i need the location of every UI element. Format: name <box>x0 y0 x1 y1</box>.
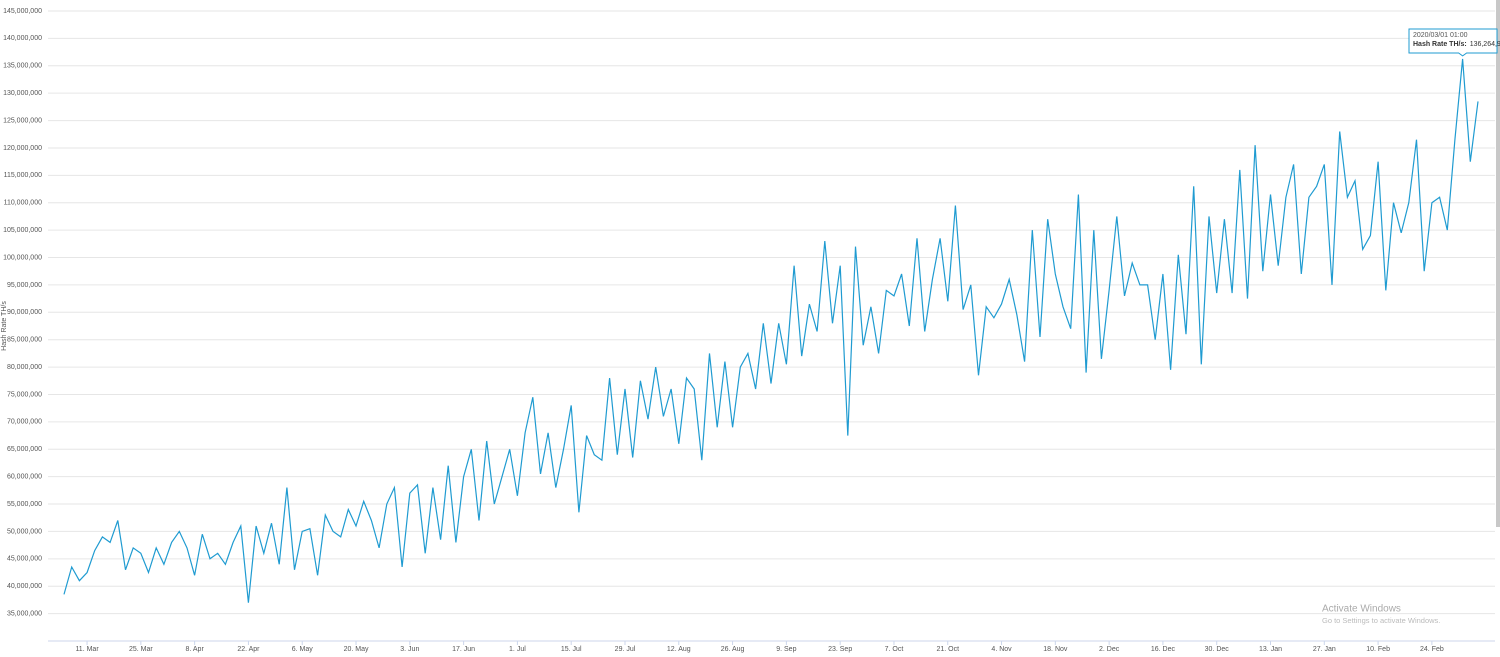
watermark-title: Activate Windows <box>1322 604 1401 615</box>
x-tick-label: 24. Feb <box>1420 646 1444 653</box>
y-tick-label: 75,000,000 <box>7 391 42 398</box>
x-tick-label: 29. Jul <box>615 646 636 653</box>
x-tick-label: 7. Oct <box>885 646 904 653</box>
y-tick-label: 45,000,000 <box>7 556 42 563</box>
x-tick-label: 25. Mar <box>129 646 153 653</box>
x-tick-label: 18. Nov <box>1043 646 1068 653</box>
x-tick-label: 21. Oct <box>936 646 959 653</box>
x-tick-label: 4. Nov <box>991 646 1012 653</box>
y-tick-label: 95,000,000 <box>7 282 42 289</box>
y-tick-label: 125,000,000 <box>3 117 42 124</box>
x-tick-label: 9. Sep <box>776 646 796 653</box>
y-tick-label: 135,000,000 <box>3 63 42 70</box>
y-tick-label: 105,000,000 <box>3 227 42 234</box>
y-tick-label: 40,000,000 <box>7 583 42 590</box>
y-tick-label: 100,000,000 <box>3 254 42 261</box>
y-tick-label: 110,000,000 <box>4 200 43 207</box>
tooltip: 2020/03/01 01:00 Hash Rate TH/s: 136,264,9… <box>1408 28 1500 57</box>
x-tick-label: 12. Aug <box>667 646 691 653</box>
x-tick-label: 10. Feb <box>1366 646 1390 653</box>
y-tick-label: 120,000,000 <box>3 145 42 152</box>
x-tick-label: 26. Aug <box>721 646 745 653</box>
x-tick-label: 22. Apr <box>237 646 260 653</box>
x-tick-label: 1. Jul <box>509 646 526 653</box>
y-tick-label: 55,000,000 <box>7 501 42 508</box>
y-tick-label: 80,000,000 <box>7 364 42 371</box>
tooltip-date: 2020/03/01 01:00 <box>1413 32 1468 39</box>
x-tick-label: 2. Dec <box>1099 646 1120 653</box>
y-tick-label: 50,000,000 <box>7 528 42 535</box>
series-line <box>63 58 1479 603</box>
x-tick-label: 15. Jul <box>561 646 582 653</box>
y-tick-label: 130,000,000 <box>3 90 42 97</box>
y-tick-label: 65,000,000 <box>7 446 42 453</box>
y-tick-label: 115,000,000 <box>4 172 43 179</box>
y-tick-label: 85,000,000 <box>7 337 42 344</box>
x-tick-label: 20. May <box>344 646 369 653</box>
tooltip-box <box>1408 28 1498 57</box>
x-tick-label: 16. Dec <box>1151 646 1176 653</box>
tooltip-label: Hash Rate TH/s: <box>1413 41 1467 48</box>
y-axis-title: Hash Rate TH/s <box>1 301 8 351</box>
x-tick-label: 6. May <box>292 646 314 653</box>
y-tick-label: 35,000,000 <box>7 610 42 617</box>
y-tick-label: 90,000,000 <box>7 309 42 316</box>
plot: 35,000,000 40,000,000 45,000,000 50,000,000… <box>3 8 1500 653</box>
x-tick-label: 11. Mar <box>75 646 99 653</box>
x-tick-label: 17. Jun <box>452 646 475 653</box>
x-tick-label: 8. Apr <box>185 646 204 653</box>
x-tick-label: 13. Jan <box>1259 646 1282 653</box>
y-tick-label: 70,000,000 <box>7 419 42 426</box>
x-tick-label: 23. Sep <box>828 646 852 653</box>
y-tick-label: 145,000,000 <box>3 8 42 15</box>
tooltip-value: 136,264,98 <box>1470 41 1500 48</box>
y-tick-label: 60,000,000 <box>7 473 42 480</box>
x-tick-label: 3. Jun <box>400 646 419 653</box>
x-tick-label: 27. Jan <box>1313 646 1336 653</box>
tooltip-line: Hash Rate TH/s:136,264,98 <box>1413 41 1500 48</box>
scrollbar[interactable] <box>1496 0 1500 527</box>
watermark-subtitle[interactable]: Go to Settings to activate Windows. <box>1322 616 1440 625</box>
x-tick-label: 30. Dec <box>1205 646 1230 653</box>
y-tick-label: 140,000,000 <box>3 35 42 42</box>
